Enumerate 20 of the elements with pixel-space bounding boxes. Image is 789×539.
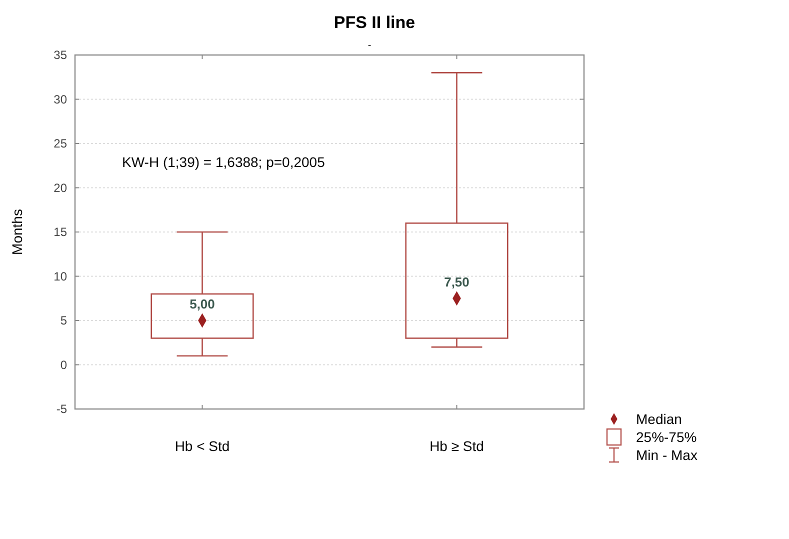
x-tick-label: Hb ≥ Std bbox=[430, 438, 484, 454]
y-tick-label: 5 bbox=[60, 314, 68, 328]
y-tick-label: 0 bbox=[60, 358, 68, 372]
annotation: KW-H (1;39) = 1,6388; p=0,2005 bbox=[122, 154, 326, 170]
y-tick-label: 35 bbox=[54, 48, 68, 62]
y-tick-label: 25 bbox=[54, 136, 68, 151]
text: Median bbox=[636, 410, 682, 427]
x-tick-label: Hb < Std bbox=[174, 438, 230, 454]
y-axis-title: Months bbox=[9, 209, 25, 255]
y-tick-label: 30 bbox=[54, 92, 68, 106]
y-tick-label: 10 bbox=[54, 269, 68, 284]
text: Min - Max bbox=[636, 446, 698, 463]
text: 5,00 bbox=[190, 296, 215, 312]
legend-label: 25%-75% bbox=[636, 428, 697, 445]
y-tick-label: 20 bbox=[54, 180, 68, 195]
text: 7,50 bbox=[444, 274, 470, 290]
chart-title: PFS II line bbox=[334, 13, 416, 32]
chart-subtitle: - bbox=[368, 40, 372, 51]
y-tick-label: -5 bbox=[56, 402, 68, 416]
y-tick-label: 15 bbox=[54, 225, 68, 240]
